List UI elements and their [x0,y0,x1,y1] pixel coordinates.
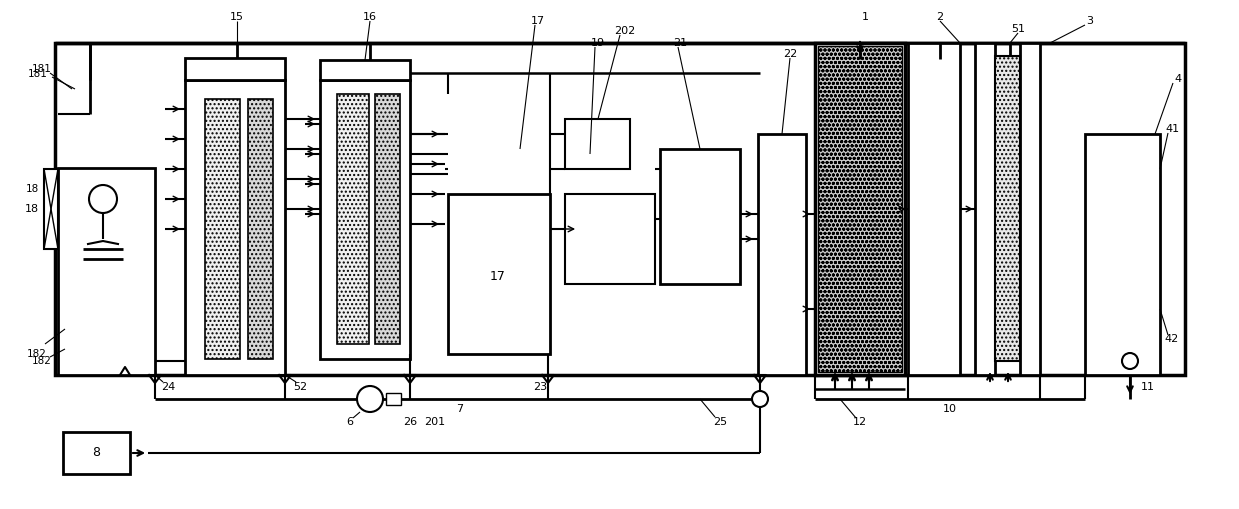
Bar [45,169,58,249]
Text: 18: 18 [25,184,38,194]
Text: 23: 23 [533,382,548,392]
Text: 12: 12 [852,417,867,427]
Text: 201: 201 [425,417,446,427]
Text: 181: 181 [28,69,48,79]
Text: 7: 7 [456,404,463,414]
Circle shape [752,391,768,407]
Text: 181: 181 [32,64,52,74]
Text: 21: 21 [673,38,688,48]
Text: 202: 202 [615,26,636,36]
Bar [1020,43,1040,375]
Circle shape [89,185,116,213]
Bar [375,94,400,344]
Text: 22: 22 [783,49,797,59]
Bar [337,94,369,344]
Text: 3: 3 [1087,16,1094,26]
Text: 42: 42 [1165,334,1180,344]
Text: 18: 18 [25,204,40,214]
Text: 19: 19 [591,38,605,48]
Text: 25: 25 [712,417,727,427]
Text: 2: 2 [937,12,944,22]
Text: 51: 51 [1011,24,1025,34]
Text: 6: 6 [347,417,353,427]
Bar [449,194,550,354]
Bar [185,80,285,375]
Bar [565,194,655,284]
Text: 1: 1 [861,12,869,22]
Circle shape [357,386,383,412]
Text: 11: 11 [1141,382,1155,392]
Bar [204,99,240,359]
Text: 8: 8 [92,446,100,460]
Bar [815,43,904,375]
Bar [185,58,285,80]
Text: 52: 52 [292,382,307,392]
Bar [565,119,629,169]
Bar [758,134,807,375]
Bar [320,80,410,359]
Bar [387,393,401,405]
Bar [248,99,273,359]
Text: O: O [99,194,107,204]
Text: 182: 182 [27,349,47,359]
Text: 16: 16 [363,12,377,22]
Circle shape [1123,353,1137,369]
Text: 26: 26 [403,417,418,427]
Bar [975,43,995,375]
Text: 182: 182 [32,356,52,366]
Text: 10: 10 [943,404,957,414]
Bar [63,432,130,474]
Bar [660,149,740,284]
Text: 15: 15 [230,12,244,22]
Bar [320,60,410,80]
Bar [818,46,902,372]
Text: 4: 4 [1175,74,1182,84]
Bar [995,56,1020,361]
Bar [1085,134,1160,375]
Text: 17: 17 [532,16,545,26]
Bar [908,43,960,375]
Bar [58,168,155,375]
Text: 17: 17 [491,270,506,284]
Bar [55,43,1184,375]
Text: 24: 24 [161,382,175,392]
Text: 6: 6 [367,394,373,404]
Text: 41: 41 [1165,124,1180,134]
